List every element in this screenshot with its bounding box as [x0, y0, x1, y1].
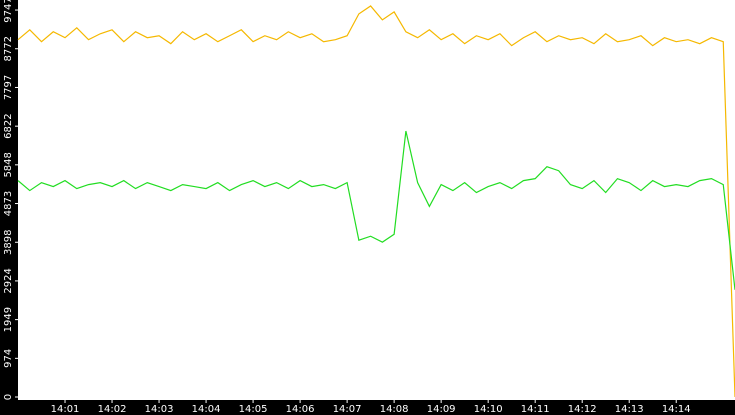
x-tick-label: 14:09 [427, 404, 456, 415]
x-tick-label: 14:10 [474, 404, 503, 415]
y-tick-label: 4873 [3, 191, 14, 216]
y-tick-label: 3898 [3, 230, 14, 255]
y-tick-label: 6822 [3, 113, 14, 138]
x-tick-label: 14:05 [239, 404, 268, 415]
y-tick-label: 2924 [3, 268, 14, 293]
x-tick-label: 14:11 [521, 404, 550, 415]
x-tick-label: 14:04 [192, 404, 221, 415]
y-tick-label: 5848 [3, 152, 14, 177]
x-tick-label: 14:14 [662, 404, 691, 415]
x-tick-label: 14:02 [98, 404, 127, 415]
y-tick-label: 7797 [3, 75, 14, 100]
x-tick-label: 14:03 [145, 404, 174, 415]
y-tick-label: 974 [3, 349, 14, 368]
x-tick-label: 14:06 [286, 404, 315, 415]
x-tick-label: 14:12 [568, 404, 597, 415]
x-tick-label: 14:07 [333, 404, 362, 415]
x-axis-strip [0, 400, 735, 415]
y-tick-label: 1949 [3, 307, 14, 332]
x-tick-label: 14:08 [380, 404, 409, 415]
y-tick-label: 0 [3, 394, 14, 400]
y-tick-label: 9747 [3, 0, 14, 23]
x-tick-label: 14:13 [615, 404, 644, 415]
series-line [17, 5, 735, 398]
x-tick-label: 14:01 [51, 404, 80, 415]
y-axis-strip [0, 0, 18, 415]
series-line [17, 130, 735, 290]
y-tick-label: 8772 [3, 36, 14, 61]
